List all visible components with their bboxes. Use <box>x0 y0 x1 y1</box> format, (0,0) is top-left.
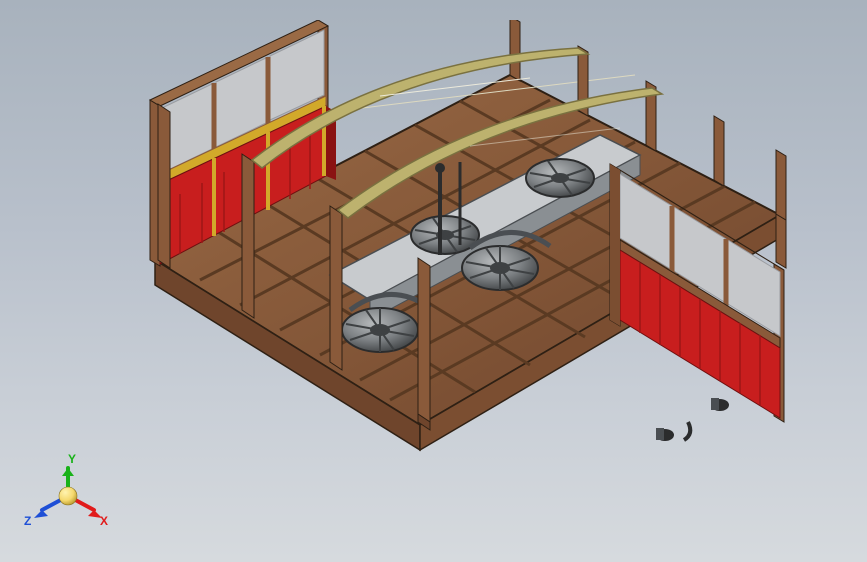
model-svg <box>80 20 840 540</box>
axis-label-x: X <box>100 514 108 528</box>
axis-label-y: Y <box>68 452 76 466</box>
cad-viewport[interactable]: Y X Z <box>0 0 867 562</box>
triad-svg <box>28 456 108 536</box>
wheel-1 <box>342 308 418 352</box>
axis-label-z: Z <box>24 514 31 528</box>
wheel-4 <box>526 159 594 197</box>
buffers <box>656 398 729 441</box>
wheel-3 <box>411 216 479 254</box>
orientation-triad[interactable]: Y X Z <box>28 456 108 536</box>
wheel-2 <box>462 246 538 290</box>
model-canvas[interactable] <box>80 20 840 540</box>
